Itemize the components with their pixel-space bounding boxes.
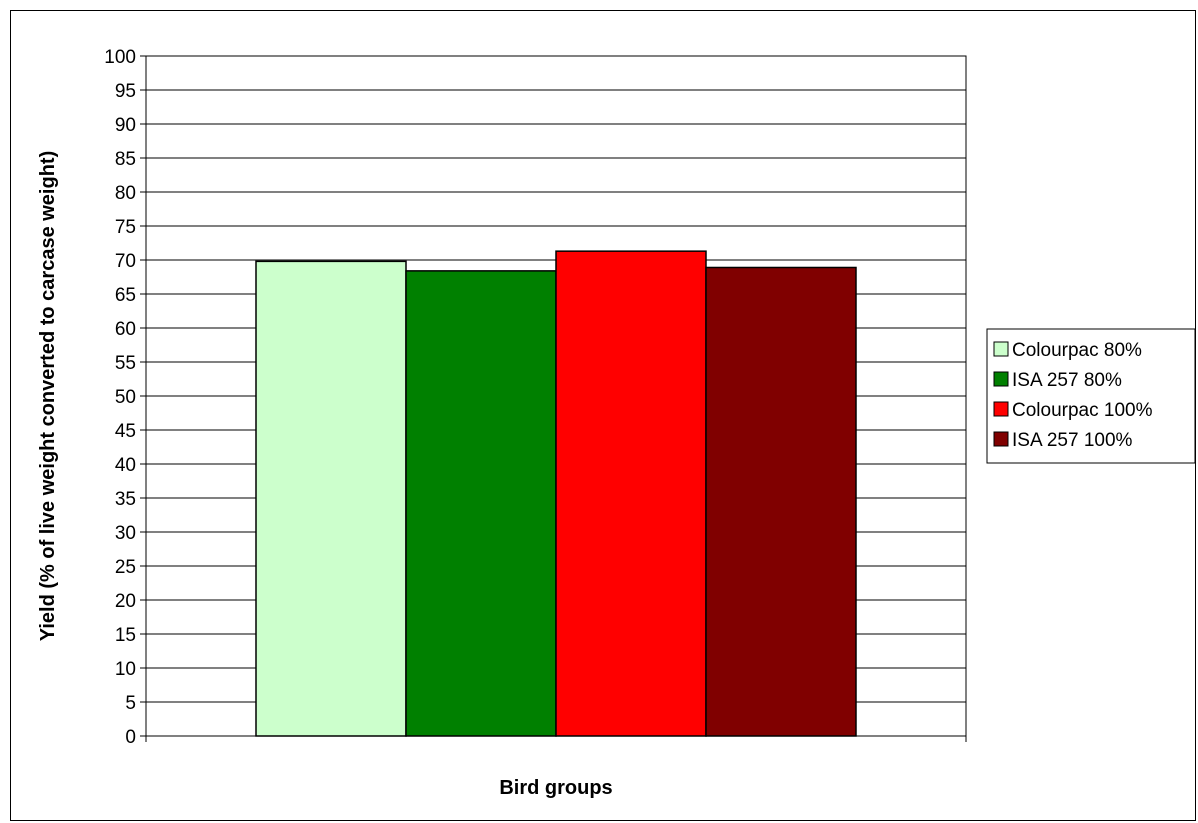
y-tick-label: 55 <box>115 353 136 374</box>
y-tick-label: 60 <box>115 319 136 340</box>
y-tick-label: 70 <box>115 251 136 272</box>
y-tick-label: 85 <box>115 149 136 170</box>
legend-box <box>986 328 1196 464</box>
y-tick-label: 100 <box>104 47 136 68</box>
legend-swatch <box>993 371 1009 387</box>
legend-swatch <box>993 341 1009 357</box>
bar-colourpac-80 <box>255 260 407 737</box>
y-tick-label: 65 <box>115 285 136 306</box>
y-tick-label: 10 <box>115 659 136 680</box>
x-axis-title: Bird groups <box>499 777 612 799</box>
legend-swatch <box>993 401 1009 417</box>
y-axis-title: Yield (% of live weight converted to car… <box>37 151 59 642</box>
legend-swatch <box>993 431 1009 447</box>
bar-colourpac-100 <box>555 250 707 737</box>
y-tick-labels: 0 5 10 15 20 25 30 35 40 45 50 55 60 65 70 75 80 85 90 95 10… <box>104 47 146 748</box>
y-tick-label: 40 <box>115 455 136 476</box>
bars <box>255 250 857 737</box>
legend-label: ISA 257 80% <box>1012 370 1122 391</box>
legend: Colourpac 80% ISA 257 80% Colourpac 100% IS… <box>986 328 1196 464</box>
y-tick-label: 20 <box>115 591 136 612</box>
legend-label: ISA 257 100% <box>1012 430 1133 451</box>
y-tick-label: 50 <box>115 387 136 408</box>
y-tick-label: 30 <box>115 523 136 544</box>
bar-isa-257-100 <box>705 266 857 737</box>
y-tick-label: 5 <box>125 693 136 714</box>
legend-label: Colourpac 100% <box>1012 400 1153 421</box>
y-tick-label: 0 <box>125 727 136 748</box>
legend-label: Colourpac 80% <box>1012 340 1142 361</box>
y-tick-label: 90 <box>115 115 136 136</box>
y-tick-label: 25 <box>115 557 136 578</box>
y-tick-label: 80 <box>115 183 136 204</box>
y-tick-label: 95 <box>115 81 136 102</box>
bar-isa-257-80 <box>405 270 557 737</box>
y-tick-label: 75 <box>115 217 136 238</box>
legend-items: Colourpac 80% ISA 257 80% Colourpac 100% IS… <box>993 340 1153 451</box>
y-tick-label: 45 <box>115 421 136 442</box>
y-tick-label: 35 <box>115 489 136 510</box>
y-tick-label: 15 <box>115 625 136 646</box>
